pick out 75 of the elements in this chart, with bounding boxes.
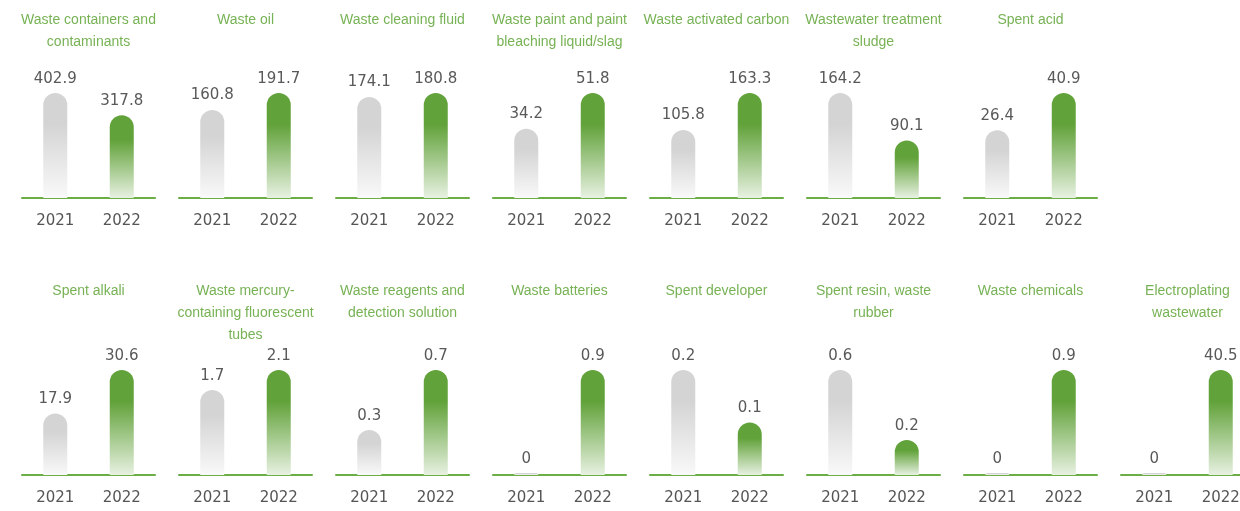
x-tick-label: 2021	[664, 487, 703, 506]
x-tick-label: 2021	[978, 487, 1017, 506]
chart-title: Waste batteries	[510, 281, 609, 300]
data-label: 30.6	[105, 345, 139, 364]
x-tick-label: 2022	[573, 210, 612, 229]
chart-title: Waste oil	[215, 10, 276, 29]
data-label: 105.8	[661, 105, 705, 124]
x-tick-label: 2022	[730, 210, 769, 229]
chart-title: Spent developer	[664, 281, 769, 300]
data-label: 0	[1149, 448, 1160, 467]
data-label: 26.4	[980, 105, 1014, 124]
data-label: 40.5	[1204, 345, 1238, 364]
data-label: 90.1	[890, 115, 924, 134]
x-tick-label: 2021	[350, 487, 389, 506]
data-label: 34.2	[509, 104, 543, 123]
x-tick-label: 2022	[102, 487, 141, 506]
data-label: 1.7	[200, 365, 225, 384]
x-tick-label: 2021	[821, 210, 860, 229]
data-label: 0.9	[580, 345, 605, 364]
x-tick-label: 2021	[664, 210, 703, 229]
data-label: 0.2	[894, 415, 919, 434]
chart-title: Waste containers and contaminants	[20, 10, 157, 51]
data-label: 0.7	[423, 345, 448, 364]
x-tick-label: 2022	[887, 210, 926, 229]
x-tick-label: 2022	[259, 487, 298, 506]
x-tick-label: 2022	[887, 487, 926, 506]
chart-title: Wastewater treatment sludge	[804, 10, 943, 51]
chart-title: Waste chemicals	[976, 281, 1085, 300]
data-label: 0.3	[357, 405, 382, 424]
data-label: 0.6	[828, 345, 853, 364]
data-label: 0	[992, 448, 1003, 467]
x-tick-label: 2022	[573, 487, 612, 506]
x-tick-label: 2021	[1135, 487, 1174, 506]
chart-title: Waste reagents and detection solution	[339, 281, 466, 322]
data-label: 160.8	[190, 85, 234, 104]
x-tick-label: 2022	[259, 210, 298, 229]
x-tick-label: 2021	[821, 487, 860, 506]
x-tick-label: 2022	[730, 487, 769, 506]
x-tick-label: 2022	[416, 487, 455, 506]
x-tick-label: 2022	[1044, 210, 1083, 229]
x-tick-label: 2022	[1044, 487, 1083, 506]
chart-title: Waste cleaning fluid	[339, 10, 466, 29]
chart-title: Spent alkali	[51, 281, 126, 300]
data-label: 163.3	[728, 68, 772, 87]
data-label: 402.9	[33, 68, 77, 87]
x-tick-label: 2021	[36, 210, 75, 229]
x-tick-label: 2021	[978, 210, 1017, 229]
data-label: 191.7	[257, 68, 301, 87]
data-label: 0	[521, 448, 532, 467]
data-label: 317.8	[100, 90, 144, 109]
x-tick-label: 2021	[507, 210, 546, 229]
data-label: 0.1	[737, 398, 762, 416]
x-tick-label: 2022	[416, 210, 455, 229]
chart-title: Waste paint and paint bleaching liquid/slag	[491, 10, 628, 51]
data-label: 0.2	[671, 345, 696, 364]
x-tick-label: 2022	[1201, 487, 1240, 506]
x-tick-label: 2021	[36, 487, 75, 506]
x-tick-label: 2021	[193, 487, 232, 506]
data-label: 0.9	[1051, 345, 1076, 364]
data-label: 180.8	[414, 68, 458, 87]
x-tick-label: 2021	[507, 487, 546, 506]
data-label: 2.1	[266, 345, 291, 364]
chart-title: Spent acid	[996, 10, 1065, 29]
chart-title: Waste activated carbon	[642, 10, 791, 29]
chart-title: Electroplating wastewater	[1144, 281, 1231, 322]
chart-title: Waste mercury-containing fluorescent tubes	[176, 281, 315, 344]
data-label: 164.2	[818, 68, 862, 87]
x-tick-label: 2022	[102, 210, 141, 229]
chart-title: Spent resin, waste rubber	[814, 281, 933, 322]
data-label: 174.1	[347, 72, 391, 91]
x-tick-label: 2021	[350, 210, 389, 229]
data-label: 40.9	[1047, 68, 1081, 87]
data-label: 17.9	[38, 389, 72, 408]
x-tick-label: 2021	[193, 210, 232, 229]
data-label: 51.8	[576, 68, 610, 87]
